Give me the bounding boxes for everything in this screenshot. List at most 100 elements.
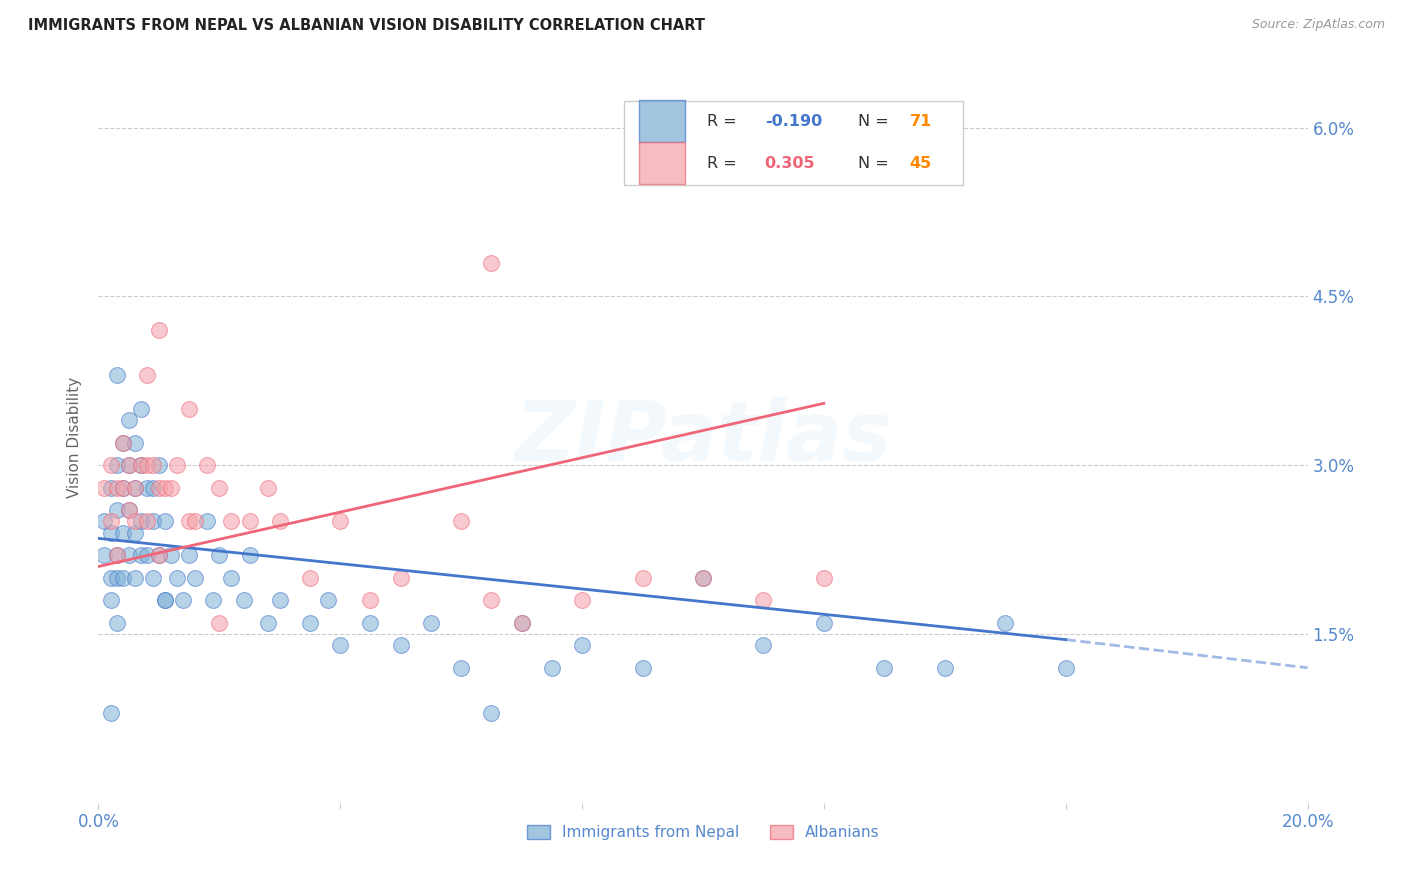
- Point: [118, 503, 141, 517]
- Point: [179, 515, 201, 529]
- Point: [124, 515, 146, 529]
- Point: [105, 615, 128, 630]
- Point: [481, 255, 503, 269]
- Point: [934, 661, 956, 675]
- Point: [100, 525, 122, 540]
- Y-axis label: Vision Disability: Vision Disability: [67, 376, 83, 498]
- Point: [256, 615, 278, 630]
- Point: [389, 571, 412, 585]
- Point: [105, 548, 128, 562]
- Point: [316, 593, 339, 607]
- Point: [111, 481, 134, 495]
- Point: [329, 515, 352, 529]
- Point: [129, 548, 152, 562]
- FancyBboxPatch shape: [638, 100, 685, 142]
- Text: R =: R =: [707, 114, 741, 129]
- Point: [232, 593, 254, 607]
- Point: [148, 323, 170, 337]
- Point: [692, 571, 714, 585]
- Point: [299, 571, 322, 585]
- Point: [100, 706, 122, 720]
- Point: [148, 548, 170, 562]
- Point: [142, 571, 165, 585]
- Point: [100, 571, 122, 585]
- Point: [813, 571, 835, 585]
- Point: [153, 481, 176, 495]
- Point: [124, 481, 146, 495]
- Point: [148, 458, 170, 473]
- Point: [105, 571, 128, 585]
- Point: [160, 548, 183, 562]
- Point: [100, 481, 122, 495]
- Text: 71: 71: [910, 114, 932, 129]
- Point: [420, 615, 443, 630]
- Text: IMMIGRANTS FROM NEPAL VS ALBANIAN VISION DISABILITY CORRELATION CHART: IMMIGRANTS FROM NEPAL VS ALBANIAN VISION…: [28, 18, 706, 33]
- Point: [269, 593, 291, 607]
- Point: [208, 615, 231, 630]
- Point: [329, 638, 352, 652]
- Point: [135, 548, 157, 562]
- Point: [994, 615, 1017, 630]
- Point: [100, 458, 122, 473]
- Point: [195, 515, 218, 529]
- Point: [129, 515, 152, 529]
- Point: [184, 515, 207, 529]
- Point: [153, 593, 176, 607]
- Point: [153, 515, 176, 529]
- Point: [184, 571, 207, 585]
- Point: [179, 401, 201, 416]
- Point: [142, 458, 165, 473]
- Point: [124, 435, 146, 450]
- Point: [195, 458, 218, 473]
- Point: [208, 548, 231, 562]
- Point: [111, 571, 134, 585]
- Point: [105, 548, 128, 562]
- Point: [1054, 661, 1077, 675]
- Point: [221, 515, 243, 529]
- Point: [135, 481, 157, 495]
- Point: [631, 571, 654, 585]
- Point: [510, 615, 533, 630]
- Point: [124, 481, 146, 495]
- Text: -0.190: -0.190: [765, 114, 823, 129]
- Point: [299, 615, 322, 630]
- Point: [481, 706, 503, 720]
- Point: [221, 571, 243, 585]
- Point: [118, 458, 141, 473]
- Point: [450, 515, 472, 529]
- Point: [105, 481, 128, 495]
- FancyBboxPatch shape: [638, 142, 685, 185]
- Point: [481, 593, 503, 607]
- Point: [179, 548, 201, 562]
- Point: [148, 481, 170, 495]
- Text: N =: N =: [858, 156, 894, 171]
- Legend: Immigrants from Nepal, Albanians: Immigrants from Nepal, Albanians: [520, 819, 886, 847]
- Point: [160, 481, 183, 495]
- Point: [100, 515, 122, 529]
- Point: [124, 525, 146, 540]
- Point: [208, 481, 231, 495]
- Point: [118, 503, 141, 517]
- Point: [142, 481, 165, 495]
- Point: [111, 481, 134, 495]
- Point: [256, 481, 278, 495]
- Point: [510, 615, 533, 630]
- Point: [202, 593, 225, 607]
- Text: ZIPatlas: ZIPatlas: [515, 397, 891, 477]
- Point: [166, 458, 188, 473]
- Text: 0.305: 0.305: [765, 156, 815, 171]
- Point: [166, 571, 188, 585]
- Text: R =: R =: [707, 156, 741, 171]
- Point: [172, 593, 194, 607]
- Point: [752, 593, 775, 607]
- Point: [118, 413, 141, 427]
- Point: [100, 593, 122, 607]
- Text: N =: N =: [858, 114, 894, 129]
- Text: 45: 45: [910, 156, 932, 171]
- Point: [142, 515, 165, 529]
- Point: [124, 571, 146, 585]
- Point: [360, 615, 382, 630]
- Point: [129, 401, 152, 416]
- Point: [118, 458, 141, 473]
- Point: [540, 661, 562, 675]
